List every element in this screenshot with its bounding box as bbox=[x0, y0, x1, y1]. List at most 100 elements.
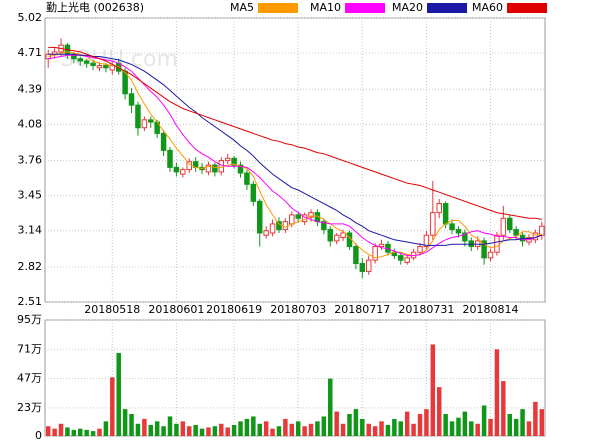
candle-body bbox=[417, 246, 423, 253]
candle-body bbox=[231, 157, 237, 166]
x-tick-label: 20180814 bbox=[463, 303, 519, 316]
volume-bar bbox=[186, 426, 192, 436]
candle-body bbox=[244, 172, 250, 185]
volume-bar bbox=[238, 421, 243, 436]
volume-bar bbox=[116, 352, 121, 436]
candle-body bbox=[404, 257, 410, 263]
volume-bar bbox=[129, 414, 134, 436]
volume-tick-label: 0 bbox=[35, 429, 42, 440]
ma-line bbox=[48, 51, 542, 259]
volume-bar bbox=[488, 418, 493, 436]
candle-body bbox=[327, 229, 333, 242]
volume-bar bbox=[372, 426, 378, 436]
volume-bar bbox=[283, 418, 288, 436]
volume-bar bbox=[154, 421, 160, 436]
volume-bar bbox=[212, 426, 218, 436]
volume-bar bbox=[347, 414, 352, 436]
legend-label: MA10 bbox=[310, 1, 341, 14]
volume-bar bbox=[379, 421, 384, 436]
volume-bar bbox=[308, 423, 314, 436]
legend-label: MA60 bbox=[472, 1, 503, 14]
candle-body bbox=[257, 200, 263, 234]
candle-body bbox=[224, 157, 231, 162]
volume-bar bbox=[270, 428, 275, 436]
volume-bar bbox=[103, 421, 109, 436]
candle-body bbox=[513, 229, 519, 236]
volume-bar bbox=[443, 414, 448, 436]
volume-bar bbox=[334, 411, 339, 436]
candle-body bbox=[289, 214, 295, 225]
candle-body bbox=[398, 255, 404, 261]
volume-bar bbox=[360, 418, 365, 436]
candle-body bbox=[282, 221, 289, 231]
candle-body bbox=[218, 160, 225, 173]
candle-body bbox=[340, 232, 346, 239]
volume-bar bbox=[97, 428, 102, 436]
legend-label: MA20 bbox=[392, 1, 423, 14]
volume-bar bbox=[135, 423, 141, 436]
volume-bar bbox=[161, 426, 166, 436]
volume-bar bbox=[302, 426, 307, 436]
candle-body bbox=[423, 234, 430, 248]
volume-bar bbox=[456, 417, 461, 436]
legend-swatch bbox=[427, 3, 468, 13]
candle-body bbox=[295, 214, 301, 219]
volume-bar bbox=[462, 411, 468, 436]
volume-bar bbox=[90, 431, 96, 436]
candle-body bbox=[494, 234, 500, 253]
volume-bar bbox=[251, 416, 256, 436]
volume-bar bbox=[533, 401, 538, 436]
volume-bar bbox=[424, 409, 429, 436]
candle-body bbox=[474, 240, 481, 248]
volume-bar bbox=[231, 425, 237, 436]
volume-bar bbox=[167, 416, 173, 436]
candle-body bbox=[436, 203, 442, 214]
candle-body bbox=[141, 119, 148, 129]
candle-body bbox=[462, 232, 468, 242]
x-tick-label: 20180518 bbox=[84, 303, 140, 316]
y-tick-label: 3.14 bbox=[18, 224, 43, 237]
volume-bar bbox=[481, 405, 487, 436]
ma-line bbox=[48, 53, 542, 246]
volume-bar bbox=[289, 423, 295, 436]
volume-bar bbox=[58, 423, 64, 436]
volume-bar bbox=[122, 409, 128, 436]
volume-bar bbox=[417, 414, 423, 436]
legend-swatch bbox=[507, 3, 548, 13]
candle-body bbox=[205, 164, 212, 173]
candle-body bbox=[96, 65, 103, 69]
candle-body bbox=[90, 62, 96, 67]
x-tick-label: 20180601 bbox=[148, 303, 204, 316]
volume-bar bbox=[411, 423, 416, 436]
candle-body bbox=[468, 240, 475, 248]
candle-body bbox=[519, 234, 526, 242]
candle-body bbox=[237, 164, 244, 174]
volume-bar bbox=[180, 421, 186, 436]
candle-body bbox=[148, 119, 154, 123]
candle-body bbox=[333, 234, 340, 242]
candle-body bbox=[442, 203, 449, 225]
candle-body bbox=[103, 65, 109, 69]
x-tick-label: 20180731 bbox=[398, 303, 454, 316]
candle-body bbox=[263, 230, 269, 236]
x-tick-label: 20180717 bbox=[334, 303, 390, 316]
volume-bar bbox=[65, 427, 70, 436]
volume-bar bbox=[520, 409, 525, 436]
y-tick-label: 5.02 bbox=[18, 11, 43, 24]
volume-bar bbox=[78, 428, 83, 436]
candle-body bbox=[128, 93, 135, 106]
candle-body bbox=[455, 229, 462, 234]
y-tick-label: 4.39 bbox=[18, 82, 43, 95]
y-tick-label: 4.71 bbox=[18, 46, 43, 59]
volume-bar bbox=[52, 428, 57, 436]
volume-bar bbox=[398, 421, 404, 436]
candle-body bbox=[167, 149, 173, 168]
volume-bar bbox=[315, 421, 320, 436]
y-tick-label: 2.82 bbox=[18, 260, 43, 273]
volume-bar bbox=[263, 421, 269, 436]
volume-bar bbox=[110, 377, 115, 436]
candle-body bbox=[269, 223, 276, 234]
volume-tick-label: 47万 bbox=[17, 372, 42, 385]
volume-bar bbox=[148, 425, 154, 436]
